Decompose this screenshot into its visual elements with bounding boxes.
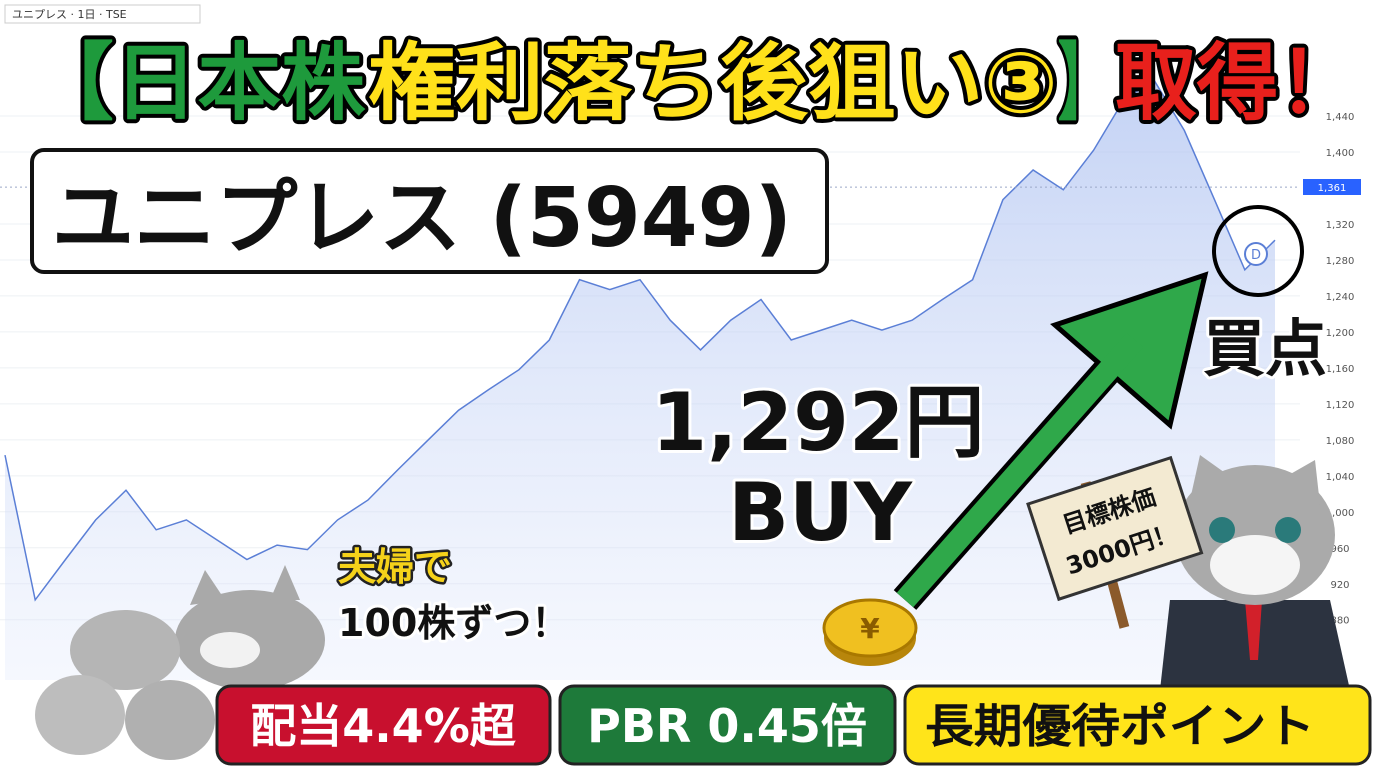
buy-label: BUY bbox=[728, 466, 913, 559]
stock-box bbox=[30, 148, 829, 274]
y-tick-label: 1,120 bbox=[1326, 400, 1355, 411]
y-tick-label: 1,320 bbox=[1326, 220, 1355, 231]
badge-text: PBR 0.45倍 bbox=[587, 699, 867, 753]
price-line bbox=[4, 79, 1276, 602]
y-tick-label: 1,400 bbox=[1326, 148, 1355, 159]
buy-point: 買点 bbox=[1203, 312, 1327, 385]
y-tick-label: 960 bbox=[1330, 544, 1349, 555]
coin-yen: ¥ bbox=[860, 612, 880, 645]
sign: 目標株価 3000円！ bbox=[1026, 455, 1204, 602]
price-tag-label: 1,361 bbox=[1318, 183, 1347, 194]
y-tick-label: 1,200 bbox=[1326, 328, 1355, 339]
dividend-marker-label: D bbox=[1251, 248, 1261, 263]
badge bbox=[903, 684, 1372, 766]
dividend-marker bbox=[1244, 242, 1268, 266]
title-part: 取得！ bbox=[1115, 34, 1360, 132]
title-part: 】 bbox=[1058, 34, 1110, 132]
y-tick-label: 1,280 bbox=[1326, 256, 1355, 267]
sign-board bbox=[1026, 455, 1204, 602]
y-tick-label: 1,240 bbox=[1326, 292, 1355, 303]
stock-name: ユニプレス (5949) bbox=[52, 171, 792, 266]
coin bbox=[822, 598, 918, 658]
y-tick-label: 1,160 bbox=[1326, 364, 1355, 375]
badge-text: 配当4.4%超 bbox=[250, 699, 517, 753]
title-part: 権利落ち後狙い③ bbox=[368, 34, 1058, 132]
y-tick-label: 920 bbox=[1330, 580, 1349, 591]
cats-left bbox=[35, 565, 325, 760]
y-tick-label: 880 bbox=[1330, 616, 1349, 627]
buy-price: 1,292円 bbox=[651, 376, 984, 469]
badge bbox=[558, 684, 897, 766]
y-tick-label: 1,440 bbox=[1326, 112, 1355, 123]
y-tick-label: 1,000 bbox=[1326, 508, 1355, 519]
chart-header-box bbox=[4, 4, 201, 24]
arrow-shaft bbox=[896, 332, 1144, 608]
couple-text: 夫婦で bbox=[338, 545, 452, 589]
chart-header: ユニプレス · 1日 · TSE bbox=[12, 8, 127, 21]
price-tag bbox=[1303, 179, 1361, 195]
couple-text: 100株ずつ！ bbox=[338, 601, 569, 645]
title-part: 【日本株 bbox=[30, 34, 366, 132]
buy-circle bbox=[1212, 205, 1304, 297]
y-tick-label: 1,040 bbox=[1326, 472, 1355, 483]
badge bbox=[215, 684, 552, 766]
y-tick-label: 1,080 bbox=[1326, 436, 1355, 447]
badge-text: 長期優待ポイント bbox=[925, 699, 1315, 753]
